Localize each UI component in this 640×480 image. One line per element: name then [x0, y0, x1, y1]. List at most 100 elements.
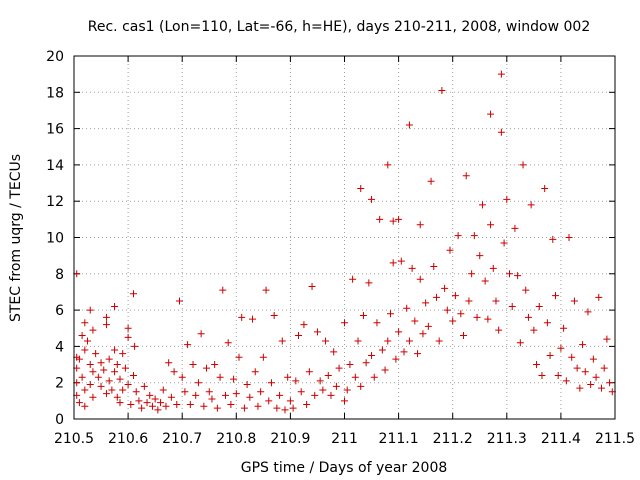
data-point: [192, 391, 200, 399]
data-point: [131, 342, 139, 350]
data-point: [186, 400, 194, 408]
data-point: [414, 350, 422, 358]
x-tick-label: 210.7: [162, 431, 202, 447]
data-point: [238, 313, 246, 321]
data-point: [319, 386, 327, 394]
y-tick-label: 6: [55, 303, 64, 319]
data-point: [395, 215, 403, 223]
data-point: [189, 361, 197, 369]
data-point: [516, 339, 524, 347]
x-tick-label: 210.9: [270, 431, 310, 447]
data-point: [124, 381, 132, 389]
data-point: [86, 306, 94, 314]
data-point: [368, 195, 376, 203]
data-point: [116, 399, 124, 407]
data-point: [262, 286, 270, 294]
data-point: [324, 371, 332, 379]
data-point: [587, 381, 595, 389]
data-point: [327, 391, 335, 399]
data-point: [370, 373, 378, 381]
data-point: [524, 313, 532, 321]
data-point: [403, 304, 411, 312]
data-point: [554, 371, 562, 379]
data-point: [81, 319, 89, 327]
data-point: [416, 275, 424, 283]
data-point: [295, 332, 303, 340]
data-point: [362, 359, 370, 367]
data-point: [427, 177, 435, 185]
data-point: [597, 384, 605, 392]
data-point: [354, 337, 362, 345]
x-tick-label: 211.2: [433, 431, 473, 447]
data-point: [224, 339, 232, 347]
data-point: [308, 283, 316, 291]
data-point: [143, 399, 151, 407]
x-tick-label: 211.4: [541, 431, 581, 447]
data-point: [487, 221, 495, 229]
data-point: [227, 400, 235, 408]
y-tick-label: 18: [46, 85, 64, 101]
data-point: [273, 404, 281, 412]
data-point: [389, 259, 397, 267]
data-point: [259, 353, 267, 361]
plot-frame: [73, 55, 616, 420]
data-point: [235, 353, 243, 361]
data-point: [533, 361, 541, 369]
data-point: [473, 313, 481, 321]
data-point: [81, 402, 89, 410]
data-point: [522, 286, 530, 294]
data-point: [405, 337, 413, 345]
data-point: [281, 406, 289, 414]
data-point: [154, 406, 162, 414]
data-point: [303, 400, 311, 408]
data-point: [205, 388, 213, 396]
data-point: [443, 306, 451, 314]
data-point: [503, 195, 511, 203]
data-point: [181, 388, 189, 396]
data-point: [267, 379, 275, 387]
data-point: [454, 232, 462, 240]
data-point: [75, 399, 83, 407]
data-point: [89, 393, 97, 401]
data-point: [497, 128, 505, 136]
y-tick-label: 12: [46, 194, 64, 210]
data-point: [111, 368, 119, 376]
chart-title: Rec. cas1 (Lon=110, Lat=-66, h=HE), days…: [88, 19, 590, 35]
y-tick-label: 0: [55, 412, 64, 428]
data-point: [102, 321, 110, 329]
data-point: [311, 391, 319, 399]
x-tick-label: 210.6: [108, 431, 148, 447]
data-point: [197, 330, 205, 338]
data-point: [157, 399, 165, 407]
data-point: [108, 386, 116, 394]
data-point: [116, 375, 124, 383]
data-point: [167, 393, 175, 401]
data-point: [446, 246, 454, 254]
data-point: [543, 319, 551, 327]
data-point: [568, 353, 576, 361]
y-tick-label: 16: [46, 122, 64, 138]
data-point: [349, 275, 357, 283]
data-point: [243, 381, 251, 389]
data-point: [105, 355, 113, 363]
data-points: [73, 70, 616, 414]
data-point: [111, 302, 119, 310]
data-point: [430, 263, 438, 271]
data-point: [589, 355, 597, 363]
data-point: [208, 395, 216, 403]
data-point: [411, 317, 419, 325]
data-point: [424, 322, 432, 330]
data-point: [511, 224, 519, 232]
data-point: [119, 386, 127, 394]
data-point: [130, 290, 138, 298]
data-point: [249, 315, 257, 323]
data-point: [194, 379, 202, 387]
data-point: [438, 86, 446, 94]
data-point: [292, 377, 300, 385]
data-point: [584, 308, 592, 316]
data-point: [105, 377, 113, 385]
data-point: [416, 221, 424, 229]
x-tick-labels: 210.5 210.6 210.7 210.8 210.9 211 211.1 211.2 21…: [54, 431, 635, 447]
data-point: [289, 404, 297, 412]
data-point: [395, 328, 403, 336]
